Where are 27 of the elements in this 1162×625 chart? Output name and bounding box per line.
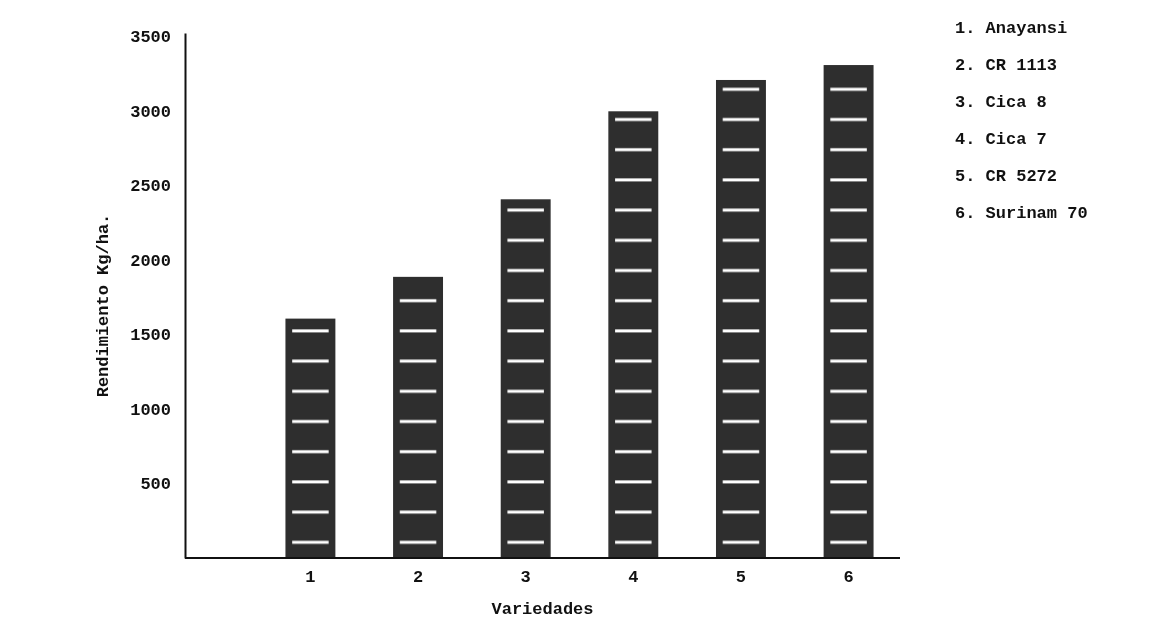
- y-tick-label: 1500: [130, 326, 171, 346]
- bar: [715, 79, 766, 559]
- x-axis-title: Variedades: [491, 600, 594, 619]
- bar: [608, 111, 659, 559]
- x-tick-label: 5: [735, 568, 747, 588]
- y-tick-label: 2500: [130, 177, 171, 197]
- bar: [823, 65, 874, 559]
- text: 2. CR 1113: [955, 56, 1058, 75]
- y-tick-label: 3000: [130, 102, 171, 122]
- y-tick-label: 2000: [130, 251, 171, 271]
- text: 6. Surinam 70: [955, 204, 1088, 223]
- x-tick-label: 2: [412, 568, 424, 588]
- x-tick-label: 1: [305, 568, 316, 588]
- bar: [500, 199, 551, 559]
- y-axis-title: Rendimiento Kg/ha.: [94, 213, 113, 398]
- text: 1. Anayansi: [955, 19, 1068, 38]
- text: 3. Cica 8: [955, 93, 1047, 112]
- x-tick-label: 3: [520, 568, 531, 588]
- x-tick-label: 4: [628, 568, 639, 588]
- y-tick-label: 500: [140, 475, 171, 495]
- y-tick-label: 1000: [130, 400, 171, 420]
- bar: [393, 276, 444, 559]
- text: 4. Cica 7: [955, 130, 1047, 149]
- bar: [285, 318, 336, 559]
- text: 5. CR 5272: [955, 167, 1058, 186]
- y-tick-label: 3500: [130, 27, 171, 47]
- x-tick-label: 6: [843, 568, 854, 588]
